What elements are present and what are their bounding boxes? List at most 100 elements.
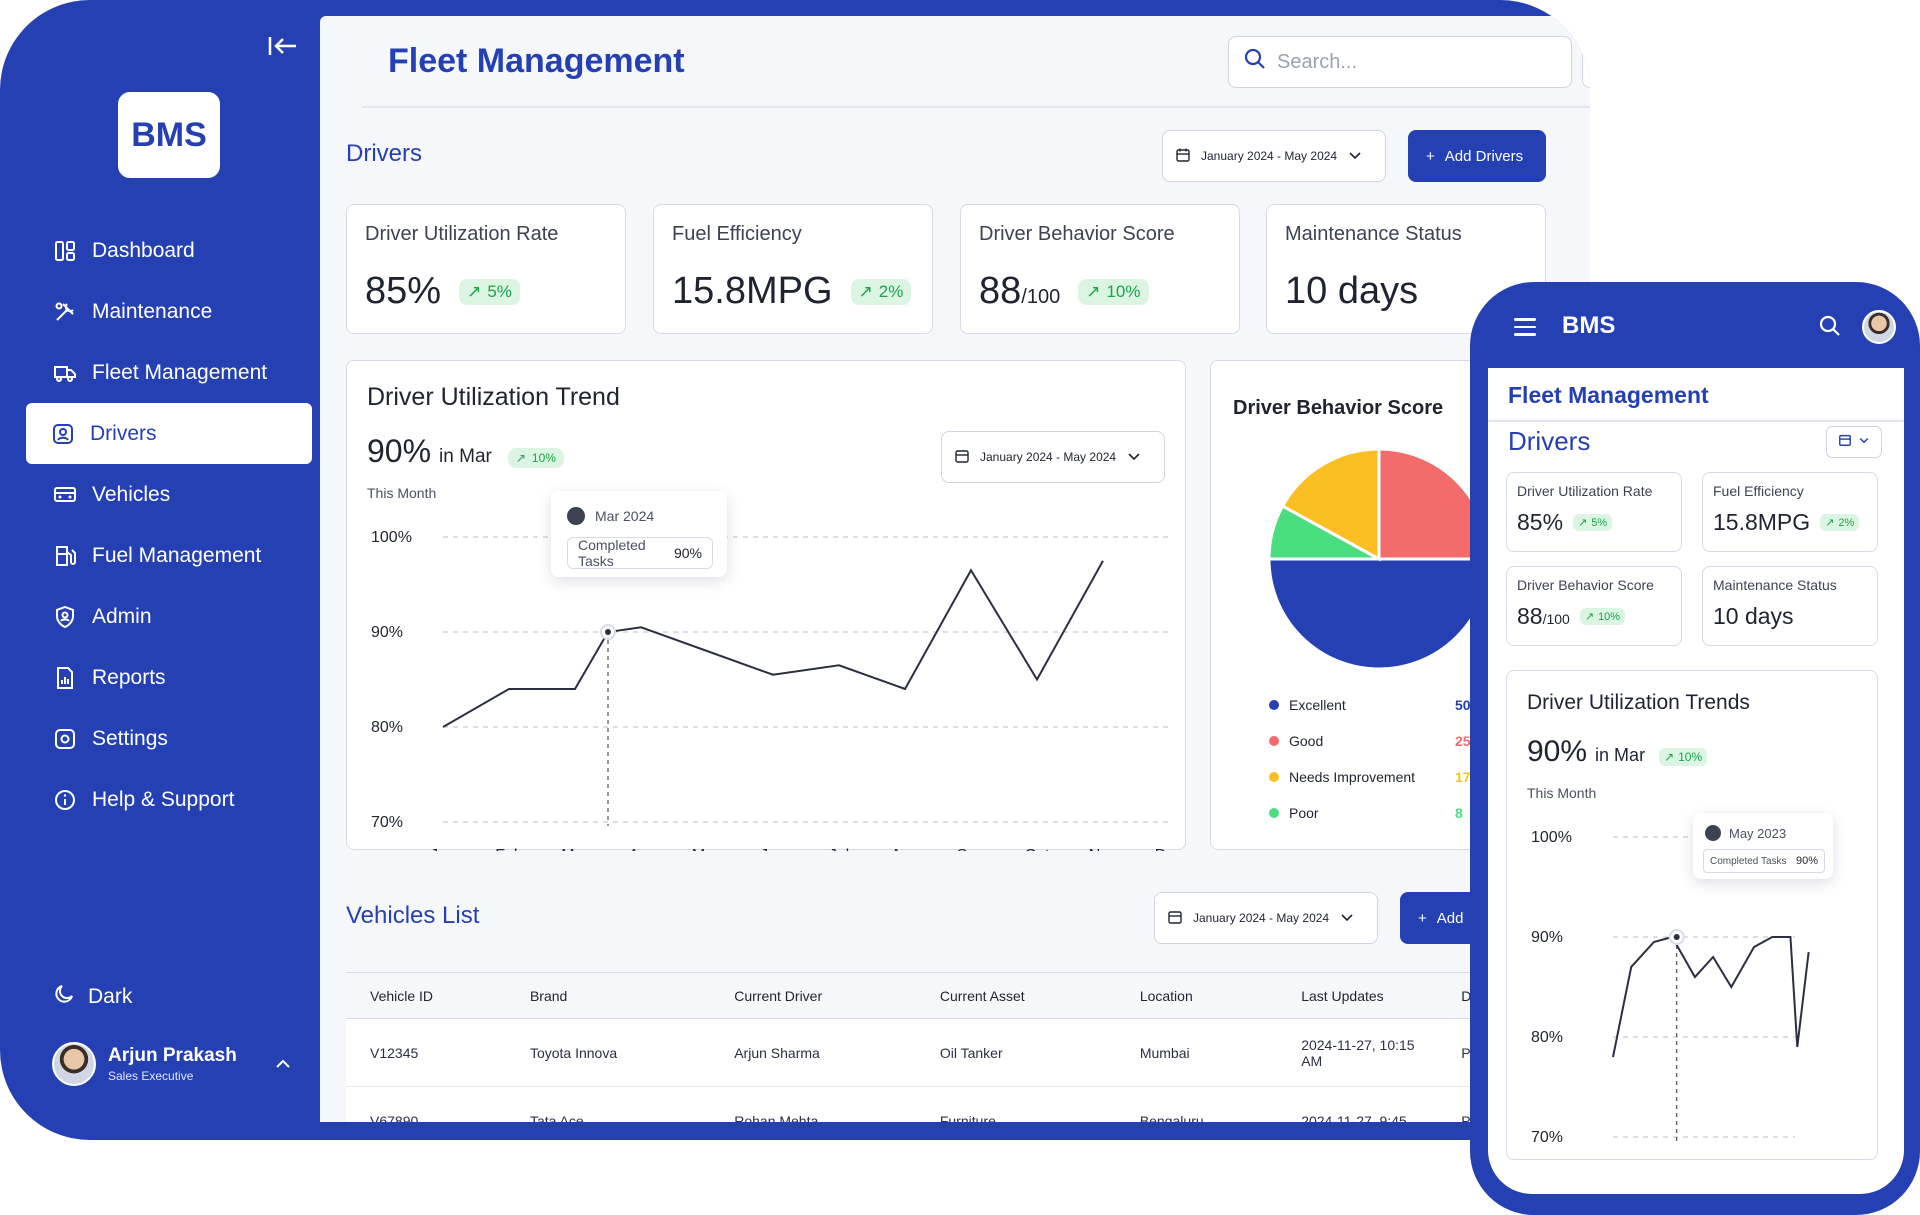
calendar-icon xyxy=(567,507,585,525)
sidebar-item-settings[interactable]: Settings xyxy=(26,708,312,769)
search-icon[interactable] xyxy=(1818,314,1842,343)
y-tick-label: 90% xyxy=(1531,929,1563,946)
sidebar-item-vehicles[interactable]: Vehicles xyxy=(26,464,312,525)
column-header[interactable]: Brand xyxy=(505,972,711,1019)
chevron-down-icon xyxy=(1339,909,1355,928)
kpi-value: 85% xyxy=(365,270,442,312)
kpi-change-badge: ↗ 5% xyxy=(1573,514,1613,531)
drivers-section-title: Drivers xyxy=(346,140,422,167)
vehicles-date-range-picker[interactable]: January 2024 - May 2024 xyxy=(1154,892,1378,944)
add-drivers-button[interactable]: + Add Drivers xyxy=(1408,130,1546,182)
user-profile[interactable]: Arjun Prakash Sales Executive xyxy=(52,1042,292,1086)
pie-slice-needs-improvement xyxy=(1280,447,1381,562)
highlight-point-center xyxy=(1673,934,1680,940)
chevron-up-icon[interactable] xyxy=(274,1054,292,1075)
table-row[interactable]: V67890 Tata Ace Rohan Mehta Furniture Be… xyxy=(346,1086,1590,1122)
legend-item-good: Good 25 xyxy=(1269,733,1471,749)
user-icon xyxy=(50,421,76,447)
table-cell: V67890 xyxy=(346,1086,506,1122)
y-tick-label: 80% xyxy=(371,719,403,736)
trend-up-icon: ↗ xyxy=(858,281,873,301)
column-header[interactable]: Vehicle ID xyxy=(346,972,506,1019)
sidebar-item-label: Settings xyxy=(92,726,168,750)
mobile-brand: BMS xyxy=(1562,312,1616,339)
drivers-date-range-picker[interactable]: January 2024 - May 2024 xyxy=(1162,130,1386,182)
trend-change-badge: ↗ 10% xyxy=(507,448,564,468)
x-tick-label: Aug xyxy=(891,847,919,851)
search-icon xyxy=(1243,47,1267,77)
search-placeholder: Search... xyxy=(1277,50,1358,73)
dark-mode-toggle[interactable]: Dark xyxy=(52,982,132,1012)
shield-icon xyxy=(52,604,78,630)
column-header[interactable]: Current Driver xyxy=(710,972,916,1019)
moon-icon xyxy=(52,982,76,1012)
settings-icon xyxy=(52,726,78,752)
kpi-change-badge: ↗ 2% xyxy=(850,278,912,305)
mobile-kpi-fuel-efficiency: Fuel Efficiency 15.8MPG ↗ 2% xyxy=(1702,472,1878,552)
column-header[interactable]: Location xyxy=(1115,972,1278,1019)
sidebar-item-help-support[interactable]: Help & Support xyxy=(26,769,312,830)
sidebar-item-admin[interactable]: Admin xyxy=(26,586,312,647)
x-tick-label: Oct xyxy=(1025,847,1050,851)
behavior-title: Driver Behavior Score xyxy=(1233,397,1444,419)
calendar-icon xyxy=(954,448,970,467)
date-range-label: January 2024 - May 2024 xyxy=(980,450,1117,464)
sidebar-item-label: Maintenance xyxy=(92,299,213,323)
mobile-header: BMS xyxy=(1470,282,1920,368)
filter-button[interactable] xyxy=(1582,36,1590,88)
avatar[interactable] xyxy=(1862,310,1896,344)
dark-mode-label: Dark xyxy=(88,985,133,1008)
collapse-sidebar-icon[interactable] xyxy=(266,34,302,62)
tooltip-value: 90% xyxy=(673,545,702,561)
search-input[interactable]: Search... xyxy=(1228,36,1572,88)
table-cell: Rohan Mehta xyxy=(710,1086,916,1122)
trend-up-icon: ↗ xyxy=(1086,281,1101,301)
kpi-value: 15.8MPG xyxy=(672,270,833,312)
x-tick-label: Jan xyxy=(430,847,456,851)
table-cell: 2024-11-27, 10:15 AM xyxy=(1277,1018,1438,1087)
sidebar-item-reports[interactable]: Reports xyxy=(26,647,312,708)
user-role: Sales Executive xyxy=(108,1069,194,1083)
utilization-trend-card: Driver Utilization Trend 90% in Mar ↗ 10%… xyxy=(346,360,1186,851)
x-tick-label: Mar xyxy=(561,847,589,851)
sidebar-item-drivers[interactable]: Drivers xyxy=(26,403,312,464)
sidebar-item-maintenance[interactable]: Maintenance xyxy=(26,281,312,342)
trend-up-icon: ↗ xyxy=(467,281,482,301)
mobile-chart-tooltip: May 2023 Completed Tasks 90% xyxy=(1693,813,1833,879)
mobile-utilization-line-chart: 100%90%80%70%JanFebMarAprMay xyxy=(1531,829,1810,1146)
sidebar-nav: Dashboard Maintenance Fleet Management D… xyxy=(26,220,312,830)
sidebar-item-label: Help & Support xyxy=(92,787,235,811)
highlight-point-center xyxy=(605,629,611,635)
sidebar-item-label: Reports xyxy=(92,665,166,689)
report-icon xyxy=(52,665,78,691)
y-tick-label: 100% xyxy=(1531,829,1572,846)
series-line xyxy=(1612,935,1810,1058)
trend-date-range-picker[interactable]: January 2024 - May 2024 xyxy=(941,431,1165,483)
table-cell: Toyota Innova xyxy=(505,1018,711,1087)
utilization-line-chart: 100% 90% 80% 70% Jan Feb Mar Apr May Jun Jul Aug Sep… xyxy=(371,529,1183,851)
plus-icon: + xyxy=(1418,909,1427,927)
fuel-icon xyxy=(52,543,78,569)
hamburger-menu-icon[interactable] xyxy=(1514,318,1536,341)
sidebar-item-dashboard[interactable]: Dashboard xyxy=(26,220,312,281)
table-row[interactable]: V12345 Toyota Innova Arjun Sharma Oil Ta… xyxy=(346,1018,1590,1087)
kpi-label: Driver Utilization Rate xyxy=(365,223,559,245)
sidebar-item-label: Vehicles xyxy=(92,482,171,506)
sidebar-item-label: Drivers xyxy=(90,421,157,445)
x-tick-label: Jul xyxy=(829,847,849,851)
column-header[interactable]: Current Asset xyxy=(915,972,1116,1019)
kpi-label: Maintenance Status xyxy=(1285,223,1462,245)
x-tick-label: Feb xyxy=(495,847,523,851)
table-cell: Oil Tanker xyxy=(915,1018,1116,1087)
main-content: Fleet Management Search... Drivers Janua… xyxy=(320,16,1590,1122)
info-icon xyxy=(52,787,78,813)
column-header[interactable]: Last Updates xyxy=(1277,972,1438,1019)
sidebar-item-label: Admin xyxy=(92,604,152,628)
mobile-date-picker[interactable] xyxy=(1826,426,1882,458)
x-tick-label: Sep xyxy=(957,847,986,851)
chart-tooltip: Mar 2024 Completed Tasks 90% xyxy=(551,491,727,577)
sidebar-item-fuel-management[interactable]: Fuel Management xyxy=(26,525,312,586)
sidebar-item-fleet-management[interactable]: Fleet Management xyxy=(26,342,312,403)
calendar-icon xyxy=(1175,147,1191,166)
x-tick-label: Dec xyxy=(1155,847,1183,851)
